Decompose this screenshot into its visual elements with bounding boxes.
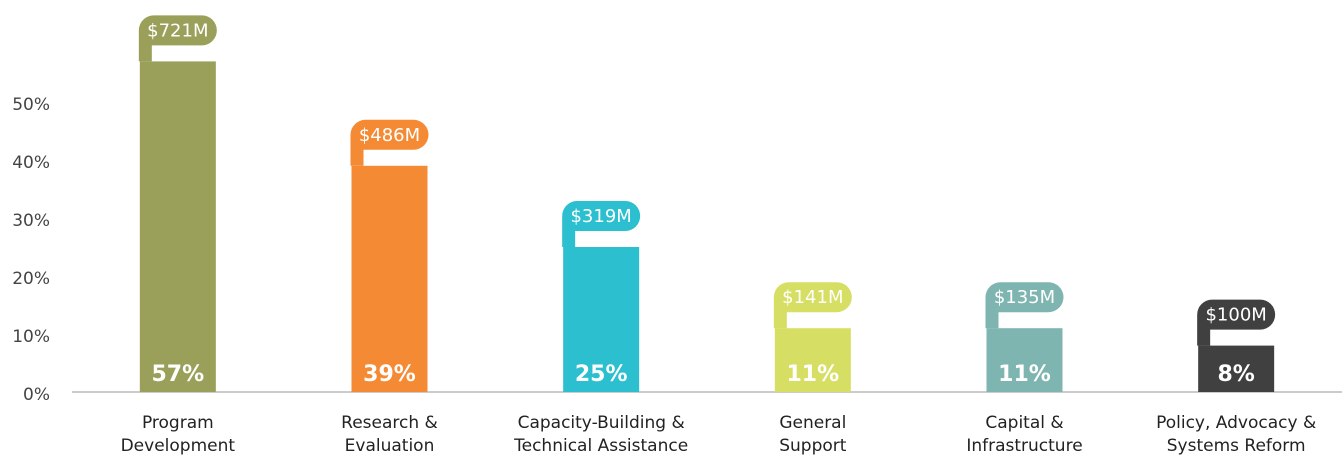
amount-label: $486M <box>359 125 420 146</box>
bar <box>774 328 851 392</box>
x-tick-label: Capital & <box>985 413 1063 433</box>
y-tick-label: 30% <box>12 211 50 231</box>
x-tick-label: Support <box>779 436 847 456</box>
value-label: 25% <box>575 362 628 387</box>
value-label: 39% <box>363 362 416 387</box>
x-tick-label: Program <box>142 413 214 433</box>
x-tick-label: Policy, Advocacy & <box>1156 413 1316 433</box>
amount-pill <box>773 282 852 329</box>
amount-label: $721M <box>147 20 208 41</box>
amount-pill <box>350 119 429 166</box>
amount-pill <box>138 15 217 62</box>
value-label: 11% <box>786 362 839 387</box>
amount-pill <box>1197 299 1276 346</box>
amount-label: $141M <box>782 287 843 308</box>
y-tick-label: 10% <box>12 327 50 347</box>
y-tick-label: 40% <box>12 153 50 173</box>
bar <box>986 328 1063 392</box>
x-tick-label: Evaluation <box>345 436 435 456</box>
bar <box>139 61 216 393</box>
x-tick-label: Technical Assistance <box>513 436 688 456</box>
value-label: 11% <box>998 362 1051 387</box>
x-tick-label: Research & <box>341 413 438 433</box>
amount-pill <box>562 201 641 247</box>
value-label: 8% <box>1217 362 1254 387</box>
x-tick-label: Infrastructure <box>966 436 1082 456</box>
amount-label: $319M <box>570 206 631 227</box>
bar <box>351 165 428 392</box>
amount-label: $100M <box>1205 305 1266 326</box>
x-tick-label: Development <box>121 436 236 456</box>
y-tick-label: 20% <box>12 269 50 289</box>
x-tick-label: General <box>779 413 846 433</box>
amount-pill <box>985 282 1064 329</box>
amount-label: $135M <box>994 287 1055 308</box>
x-tick-label: Capacity-Building & <box>518 413 685 433</box>
value-label: 57% <box>151 362 204 387</box>
x-tick-label: Systems Reform <box>1167 436 1306 456</box>
bar <box>1198 345 1275 392</box>
bar <box>563 247 640 392</box>
y-tick-label: 0% <box>23 385 50 405</box>
y-tick-label: 50% <box>12 95 50 115</box>
